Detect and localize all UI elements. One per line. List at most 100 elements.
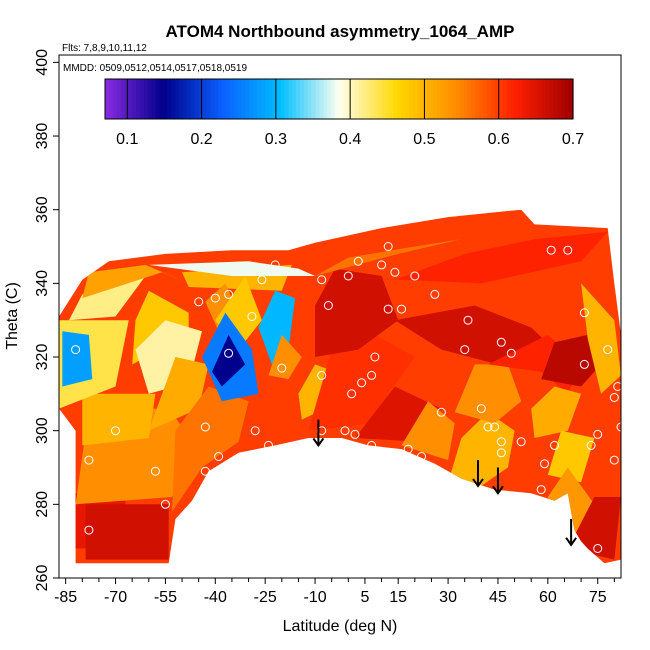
flight-point [84, 455, 94, 465]
colorbar-segment [440, 79, 445, 119]
colorbar-segment [163, 79, 168, 119]
colorbar-segment [190, 79, 196, 119]
colorbar-segment [268, 79, 274, 119]
y-tick-label: 380 [34, 123, 51, 150]
heatmap-cell [394, 305, 555, 365]
x-tick-label: 15 [389, 589, 407, 606]
colorbar-segment [319, 79, 324, 119]
heatmap-cell [321, 231, 608, 284]
colorbar-segment [565, 79, 570, 119]
y-tick-label: 280 [34, 491, 51, 518]
colorbar-segment [483, 79, 488, 119]
colorbar-segment [210, 79, 215, 119]
flight-point [383, 242, 393, 251]
colorbar-segment [405, 79, 410, 119]
flight-point [71, 345, 81, 355]
flight-point [516, 437, 526, 447]
colorbar-segment [194, 79, 200, 119]
colorbar-segment [459, 79, 465, 119]
colorbar-segment [112, 79, 118, 119]
colorbar-segment [370, 79, 375, 119]
colorbar-segment [424, 79, 430, 119]
heatmap-cell [82, 393, 156, 446]
flight-point [367, 370, 377, 380]
colorbar-segment [116, 79, 122, 119]
heatmap-cell [212, 334, 246, 387]
flight-point [390, 267, 400, 277]
colorbar-segment [296, 79, 301, 119]
colorbar-segment [179, 79, 184, 119]
dates-note: MMDD: 0509,0512,0514,0517,0518,0519 [63, 63, 247, 74]
x-tick-label: 75 [589, 589, 607, 606]
colorbar-tick-label: 0.2 [190, 131, 212, 148]
flight-point [417, 452, 426, 461]
heatmap-cell [315, 268, 399, 357]
colorbar-segment [237, 79, 243, 119]
colorbar-segment [428, 79, 434, 119]
flight-point [347, 389, 357, 399]
heatmap-cell [268, 334, 302, 380]
flight-point [224, 348, 234, 358]
flight-point [340, 426, 350, 436]
colorbar-segment [510, 79, 516, 119]
colorbar-segment [553, 79, 558, 119]
colorbar-segment [300, 79, 305, 119]
colorbar-segment [323, 79, 328, 119]
colorbar-segment [132, 79, 137, 119]
flight-point [367, 440, 377, 450]
colorbar-segment [284, 79, 289, 119]
flight-point [540, 459, 549, 469]
flight-point [613, 382, 623, 391]
flight-point [317, 370, 327, 380]
colorbar-segment [214, 79, 219, 119]
flight-point [593, 544, 603, 553]
colorbar-segment [366, 79, 371, 119]
flight-point [403, 444, 413, 454]
flight-point [160, 499, 170, 509]
colorbar-tick-label: 0.4 [339, 131, 361, 148]
flight-point [194, 297, 204, 307]
flight-point [84, 525, 94, 535]
colorbar-segment [479, 79, 484, 119]
x-tick-label: -55 [154, 589, 177, 606]
heatmap-cell [238, 386, 309, 446]
y-tick-label: 300 [34, 417, 51, 444]
arrow-marker [312, 419, 325, 448]
colorbar-segment [506, 79, 512, 119]
heatmap-cell [448, 412, 515, 486]
colorbar-segment [432, 79, 438, 119]
heatmap-cell [85, 504, 169, 560]
flight-point [224, 289, 234, 299]
flight-point [111, 426, 120, 436]
colorbar-segment [245, 79, 250, 119]
colorbar-segment [225, 79, 231, 119]
colorbar-tick-label: 0.1 [116, 131, 138, 148]
colorbar-segment [307, 79, 313, 119]
heatmap-cell [148, 357, 209, 431]
colorbar-segment [354, 79, 360, 119]
flight-point [463, 315, 473, 325]
flight-point [579, 359, 589, 369]
colorbar-segment [206, 79, 211, 119]
colorbar-segment [331, 79, 336, 119]
colorbar-tick-label: 0.5 [413, 131, 435, 148]
colorbar-segment [530, 79, 535, 119]
colorbar-segment [514, 79, 519, 119]
y-axis: 260 280 300 320 340 360 380 400 [34, 49, 59, 591]
heatmap-cell [454, 364, 522, 424]
flight-point [350, 429, 360, 439]
x-tick-label: -70 [104, 589, 127, 606]
heatmap-cell [308, 334, 415, 431]
flight-point [214, 452, 224, 461]
colorbar-segment [389, 79, 395, 119]
colorbar-segment [409, 79, 414, 119]
heatmap-layer [59, 209, 621, 564]
colorbar-segment [151, 79, 157, 119]
flights-note: Flts: 7,8,9,10,11,12 [62, 43, 147, 54]
colorbar-segment [495, 79, 500, 119]
colorbar-segment [198, 79, 204, 119]
colorbar-segment [456, 79, 461, 119]
flight-point [210, 293, 220, 303]
arrow-marker [472, 460, 484, 488]
x-axis: -85 -70 -55 -40 -25 -10 5 15 30 45 60 75 [54, 578, 615, 606]
